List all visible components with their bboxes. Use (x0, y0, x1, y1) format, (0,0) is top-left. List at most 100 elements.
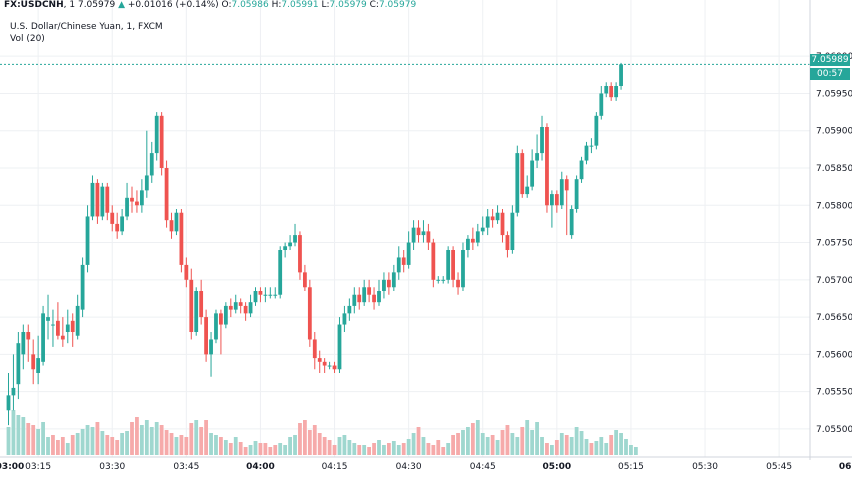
candle-body (466, 238, 470, 250)
volume-bar (604, 443, 609, 455)
volume-bar (293, 435, 297, 455)
candle-body (56, 320, 60, 336)
candle-body (154, 115, 159, 154)
candle-body (599, 93, 604, 116)
candle-body (500, 212, 505, 236)
candle-body (139, 190, 144, 206)
volume-bar (303, 420, 307, 455)
volume-bar (490, 435, 495, 455)
bar-countdown-badge: 00:57 (810, 68, 850, 80)
volume-bar (347, 440, 352, 455)
candle-body (372, 294, 376, 303)
volume-bar (169, 433, 174, 455)
candle-body (322, 361, 327, 366)
candle-body (258, 291, 263, 295)
volume-bar (80, 429, 85, 455)
volume-bar (312, 425, 317, 455)
up-arrow-icon: ▲ (118, 0, 125, 10)
symbol-label[interactable]: FX:USDCNH (4, 0, 64, 10)
candle-body (164, 168, 169, 221)
volume-bar (154, 422, 159, 455)
volume-bar (238, 442, 243, 455)
candle-body (159, 115, 164, 168)
volume-bar (535, 422, 539, 455)
price-tick-label: 7.05800 (816, 201, 852, 211)
volume-bar (204, 420, 208, 455)
time-tick-label: 06:00 (839, 462, 852, 472)
volume-bar (248, 445, 253, 455)
change-label: +0.01016 (+0.14%) (127, 0, 219, 10)
volume-bar (273, 445, 278, 455)
volume-bar (60, 437, 65, 455)
interval-label: 1 (69, 0, 76, 10)
candle-body (446, 250, 451, 280)
candle-body (525, 186, 530, 195)
volume-bar (480, 433, 485, 455)
time-tick-label: 05:45 (766, 462, 792, 472)
volume-bar (411, 433, 416, 455)
candle-body (416, 227, 421, 236)
volume-bar (209, 433, 213, 455)
candle-body (288, 242, 292, 247)
volume-bar (362, 445, 367, 455)
candle-body (41, 313, 45, 362)
low-label: L: (321, 0, 330, 10)
volume-bar (6, 427, 11, 455)
volume-bar (288, 437, 292, 455)
volume-bar (396, 445, 401, 455)
candle-body (614, 86, 619, 98)
volume-bar (322, 437, 327, 455)
price-tick-label: 7.05600 (816, 350, 852, 360)
candle-body (125, 197, 129, 217)
volume-bar (115, 440, 120, 455)
volume-bar (179, 435, 184, 455)
price-tick-label: 7.05700 (816, 276, 852, 286)
volume-bar (95, 422, 100, 455)
volume-bar (510, 433, 515, 455)
volume-bar (46, 437, 50, 455)
price-tick-label: 7.05900 (816, 127, 852, 137)
candle-body (179, 212, 184, 265)
volume-bar (564, 435, 569, 455)
high-label: H: (271, 0, 282, 10)
volume-bar (283, 445, 288, 455)
time-tick-label: 05:15 (618, 462, 644, 472)
volume-bar (228, 443, 233, 455)
candle-body (520, 153, 525, 195)
volume-bar (184, 437, 189, 455)
volume-bar (278, 443, 283, 455)
candle-body (80, 264, 85, 310)
candle-body (194, 291, 199, 332)
candle-body (337, 324, 342, 370)
time-tick-label: 04:15 (322, 462, 348, 472)
volume-bar (436, 440, 441, 455)
close-label: C: (369, 0, 379, 10)
volume-bar (125, 431, 129, 455)
candle-body (149, 153, 154, 176)
volume-bar (36, 429, 41, 455)
candle-body (95, 182, 100, 217)
volume-bar (56, 440, 60, 455)
volume-bar (268, 447, 273, 455)
volume-bar (223, 440, 228, 455)
volume-indicator-label[interactable]: Vol (20) (10, 34, 45, 44)
price-tick-label: 7.05650 (816, 313, 852, 323)
volume-bar (559, 433, 564, 455)
candle-body (401, 257, 406, 265)
price-tick-label: 7.05550 (816, 388, 852, 398)
volume-bar (263, 443, 268, 455)
candle-body (105, 186, 110, 213)
volume-bar (337, 437, 342, 455)
volume-bar (525, 420, 530, 455)
candle-body (209, 339, 213, 355)
open-value: 7.05986 (231, 0, 269, 10)
candle-body (480, 227, 485, 232)
candle-body (228, 305, 233, 310)
candle-body (594, 115, 599, 146)
volume-bar (406, 439, 411, 455)
candle-body (495, 212, 500, 221)
price-tick-label: 7.05950 (816, 89, 852, 99)
candle-body (436, 279, 441, 281)
